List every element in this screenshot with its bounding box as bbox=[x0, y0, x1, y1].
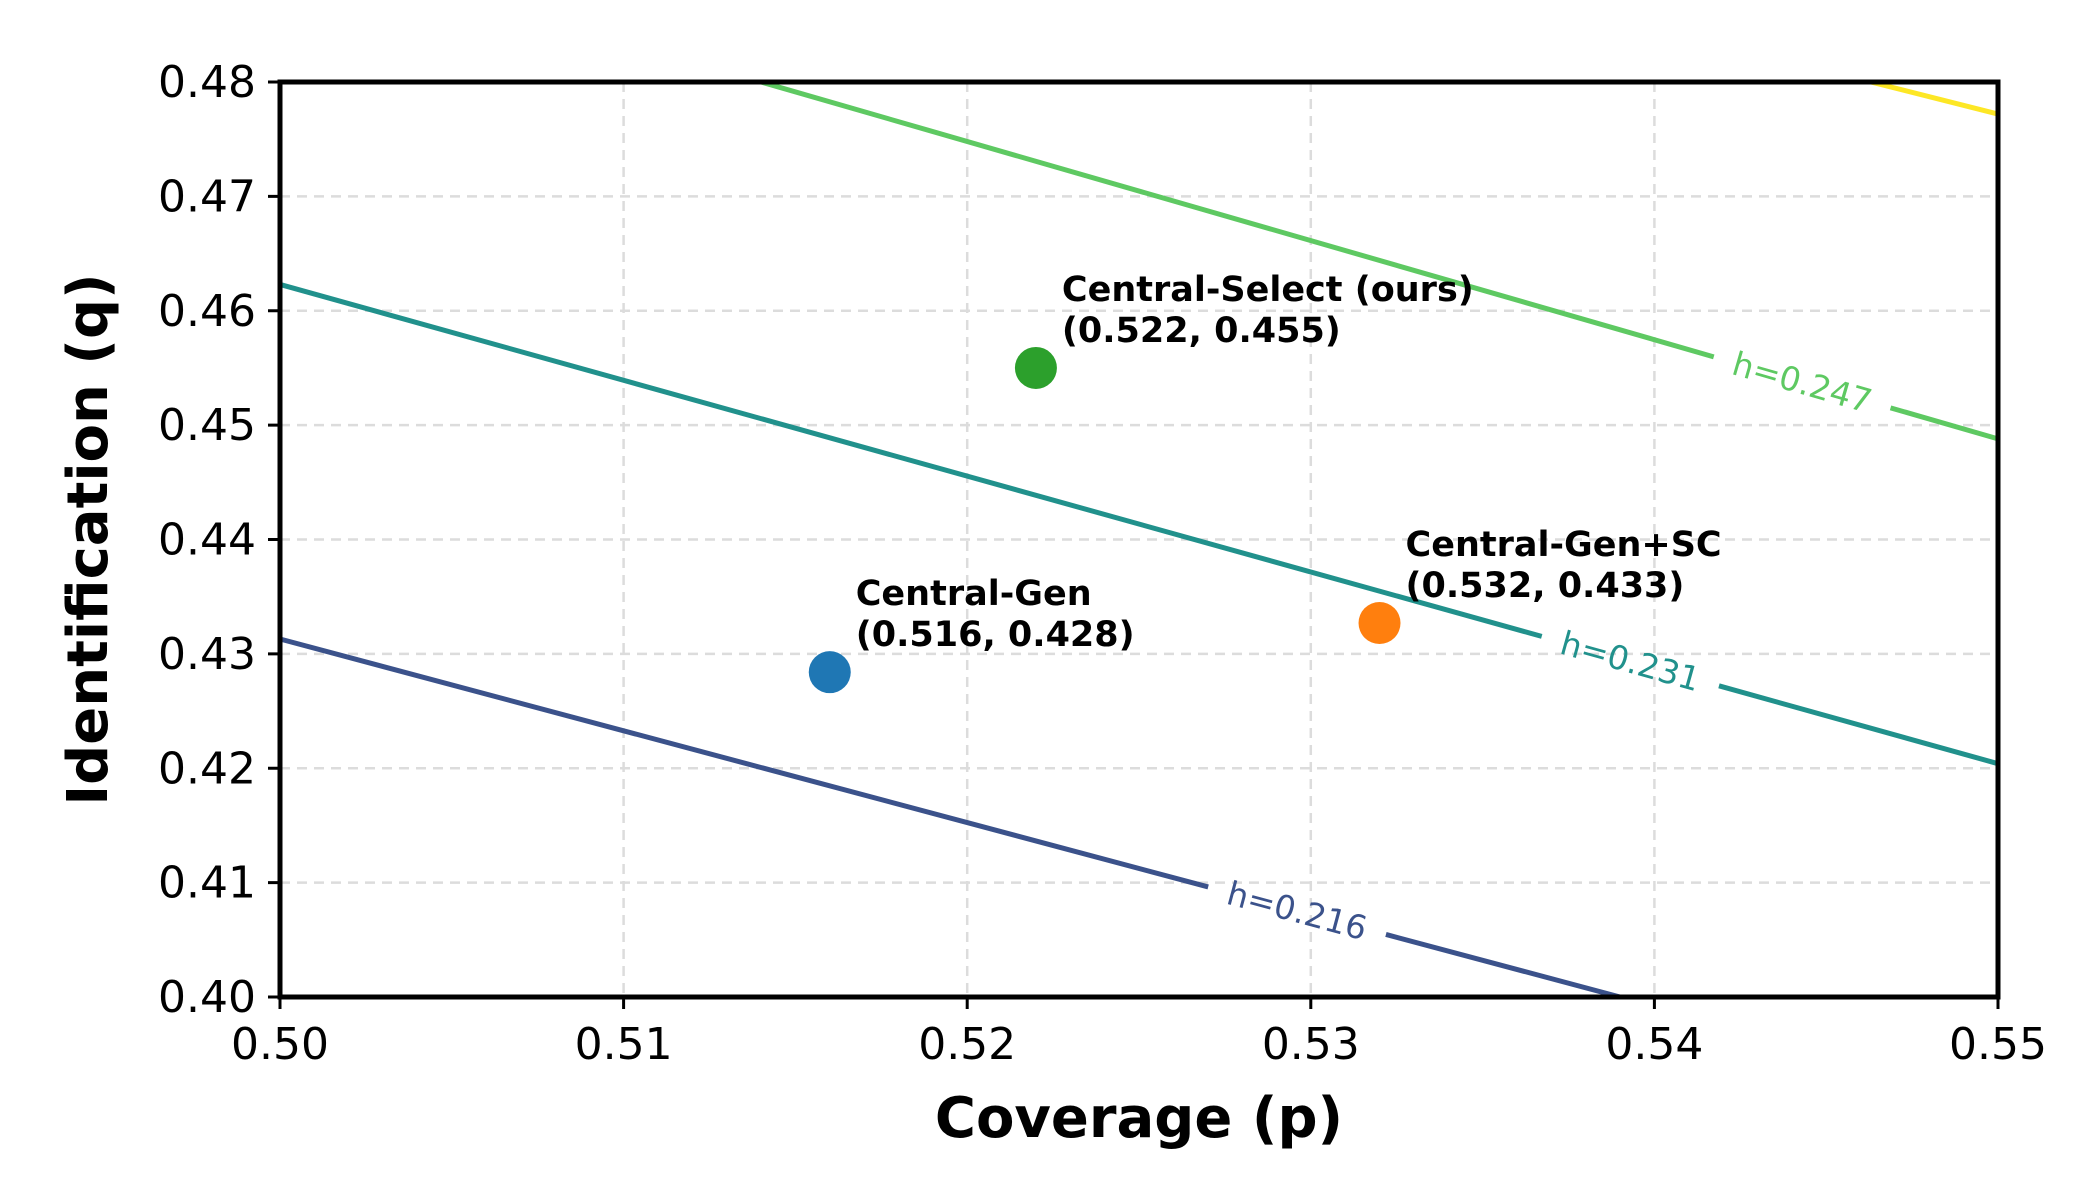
y-axis-title: Identification (q) bbox=[56, 273, 121, 805]
x-tick-label: 0.54 bbox=[1605, 1019, 1703, 1070]
contour-line bbox=[1889, 405, 1999, 442]
y-tick-label: 0.47 bbox=[158, 171, 256, 222]
point-coords-label: (0.516, 0.428) bbox=[856, 615, 1135, 655]
contour-label: h=0.216 bbox=[1223, 873, 1371, 948]
x-tick-label: 0.50 bbox=[231, 1019, 329, 1070]
axis-ticks: 0.50 0.51 0.52 0.53 0.54 0.55 0.40 0.41 0.42 0.43… bbox=[158, 57, 2047, 1070]
x-axis-title: Coverage (p) bbox=[935, 1086, 1343, 1151]
point-coords-label: (0.522, 0.455) bbox=[1062, 311, 1341, 351]
point-label: Central-Gen+SC bbox=[1406, 525, 1722, 565]
data-point bbox=[1014, 346, 1057, 389]
point-label: Central-Select (ours) bbox=[1062, 270, 1474, 310]
point-coords-label: (0.532, 0.433) bbox=[1406, 566, 1685, 606]
x-tick-label: 0.51 bbox=[575, 1019, 673, 1070]
x-tick-label: 0.52 bbox=[918, 1019, 1016, 1070]
contour-line bbox=[1870, 79, 1999, 117]
point-label: Central-Gen bbox=[856, 574, 1092, 614]
data-point bbox=[808, 651, 851, 694]
y-tick-label: 0.46 bbox=[158, 286, 256, 337]
contour-line bbox=[1718, 683, 1999, 767]
contour-line bbox=[279, 282, 1543, 639]
contour-line bbox=[279, 636, 1209, 890]
y-tick-label: 0.48 bbox=[158, 57, 256, 108]
y-tick-label: 0.42 bbox=[158, 743, 256, 794]
y-tick-label: 0.44 bbox=[158, 515, 256, 566]
y-tick-label: 0.41 bbox=[158, 858, 256, 909]
contour-label: h=0.231 bbox=[1556, 623, 1704, 699]
data-points: Central-Gen(0.516, 0.428) Central-Select … bbox=[808, 270, 1722, 694]
contour-line bbox=[760, 79, 1715, 360]
contour-label: h=0.247 bbox=[1728, 344, 1876, 421]
grid bbox=[278, 80, 2000, 999]
x-tick-label: 0.53 bbox=[1262, 1019, 1360, 1070]
contour-line bbox=[1385, 932, 1621, 1000]
y-tick-label: 0.43 bbox=[158, 629, 256, 680]
x-tick-label: 0.55 bbox=[1949, 1019, 2047, 1070]
y-tick-label: 0.45 bbox=[158, 400, 256, 451]
y-tick-label: 0.40 bbox=[158, 972, 256, 1023]
data-point bbox=[1358, 601, 1401, 644]
